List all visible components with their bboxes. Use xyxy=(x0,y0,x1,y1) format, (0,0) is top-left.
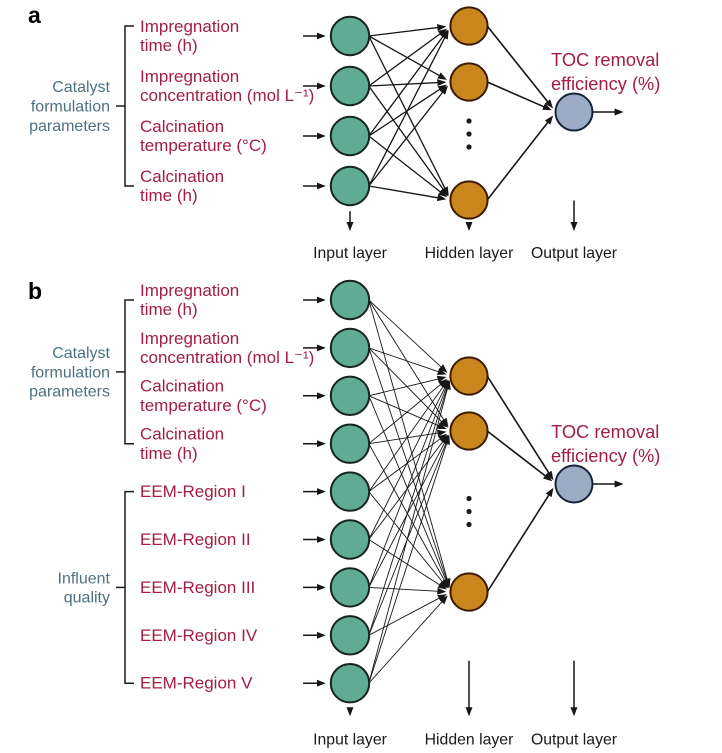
svg-text:a: a xyxy=(28,2,41,28)
svg-text:EEM-Region V: EEM-Region V xyxy=(140,674,253,693)
svg-text:EEM-Region III: EEM-Region III xyxy=(140,578,255,597)
svg-text:EEM-Region II: EEM-Region II xyxy=(140,530,251,549)
svg-text:Input layer: Input layer xyxy=(313,245,387,262)
svg-text:Output layer: Output layer xyxy=(531,732,617,749)
svg-text:Output layer: Output layer xyxy=(531,245,617,262)
svg-text:b: b xyxy=(28,278,42,304)
svg-text:Hidden layer: Hidden layer xyxy=(425,245,514,262)
svg-text:EEM-Region IV: EEM-Region IV xyxy=(140,626,258,645)
svg-text:Input layer: Input layer xyxy=(313,732,387,749)
svg-text:EEM-Region I: EEM-Region I xyxy=(140,482,246,501)
svg-text:Hidden layer: Hidden layer xyxy=(425,732,514,749)
